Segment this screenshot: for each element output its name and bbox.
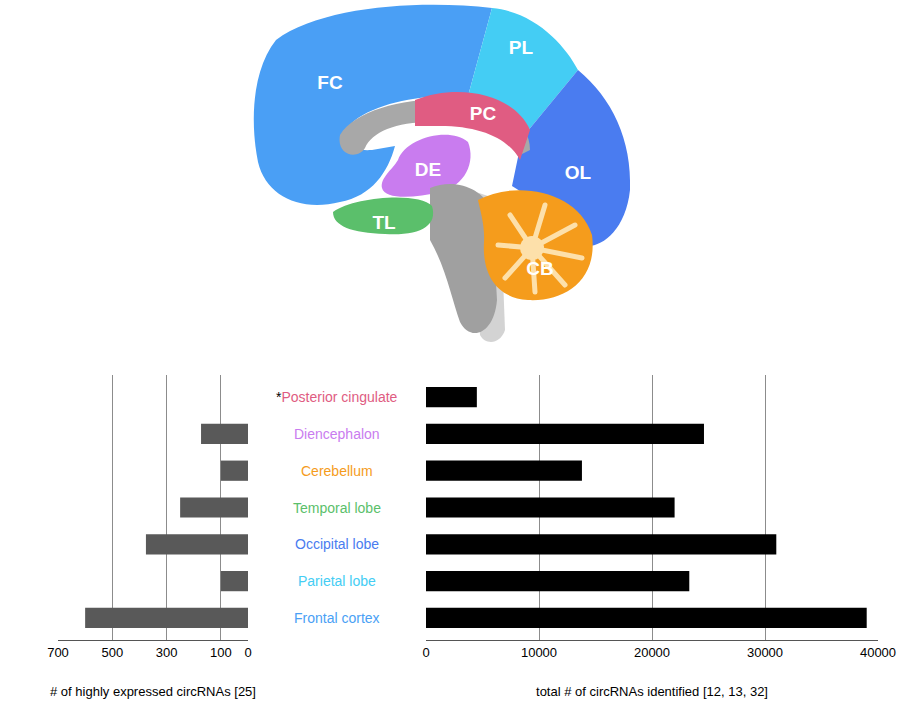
svg-text:0: 0	[244, 645, 251, 660]
svg-text:DE: DE	[415, 159, 441, 180]
svg-text:Parietal lobe: Parietal lobe	[298, 573, 376, 589]
svg-text:500: 500	[101, 645, 123, 660]
svg-text:# of highly expressed circRNAs: # of highly expressed circRNAs [25]	[50, 684, 256, 699]
svg-text:PC: PC	[470, 103, 497, 124]
svg-text:0: 0	[422, 645, 429, 660]
svg-text:700: 700	[47, 645, 69, 660]
svg-text:20000: 20000	[634, 645, 670, 660]
svg-text:CB: CB	[526, 258, 553, 279]
svg-text:OL: OL	[565, 162, 592, 183]
svg-text:*Posterior cingulate: *Posterior cingulate	[276, 389, 398, 405]
svg-text:30000: 30000	[747, 645, 783, 660]
svg-text:300: 300	[156, 645, 178, 660]
svg-text:40000: 40000	[860, 645, 896, 660]
svg-text:Frontal cortex: Frontal cortex	[294, 610, 380, 626]
svg-text:TL: TL	[372, 212, 396, 233]
svg-text:PL: PL	[509, 37, 534, 58]
svg-text:10000: 10000	[521, 645, 557, 660]
svg-text:Temporal lobe: Temporal lobe	[293, 500, 381, 516]
svg-text:Cerebellum: Cerebellum	[301, 463, 373, 479]
svg-text:FC: FC	[317, 72, 343, 93]
svg-text:Occipital lobe: Occipital lobe	[295, 536, 379, 552]
svg-text:total # of circRNAs identified: total # of circRNAs identified [12, 13, …	[536, 684, 768, 699]
svg-text:100: 100	[210, 645, 232, 660]
svg-text:Diencephalon: Diencephalon	[294, 426, 380, 442]
